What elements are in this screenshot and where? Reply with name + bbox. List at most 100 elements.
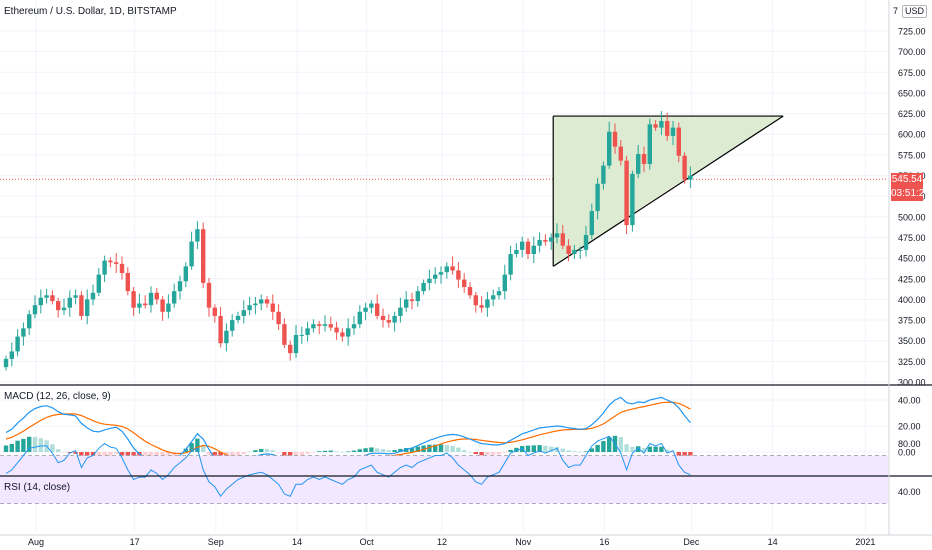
rsi-tick-label: 40.00 [898,487,921,497]
macd-histogram-bar [67,452,72,454]
time-tick-label: Oct [360,537,375,547]
candle-body [496,291,502,296]
candle-body [346,328,351,337]
macd-histogram-bar [299,452,304,457]
candle-body [206,282,212,308]
price-tick-label: 375.00 [898,316,926,326]
candle-body [85,299,90,316]
macd-histogram-bar [270,450,275,452]
candle-body [409,299,415,302]
candle-body [288,344,293,354]
macd-histogram-bar [259,449,264,452]
rsi-title[interactable]: RSI (14, close) [4,482,70,493]
candle-body [311,324,316,329]
candle-body [15,336,20,352]
time-tick-label: Dec [683,537,700,547]
candle-body [230,320,235,331]
macd-histogram-bar [172,452,177,458]
price-tick-label: 475.00 [898,233,926,243]
candle-body [421,282,426,292]
time-tick-label: Nov [515,537,532,547]
macd-histogram-bar [108,452,113,456]
macd-title[interactable]: MACD (12, 26, close, 9) [4,391,111,402]
price-tick-label: 350.00 [898,336,926,346]
last-price-label: 545.54 [891,173,923,187]
candle-body [665,121,670,136]
candle-body [363,307,368,312]
triangle-support-edge[interactable] [552,115,784,267]
macd-histogram-bar [508,449,513,452]
price-tick-label: 300.00 [898,378,926,388]
macd-histogram-bar [624,444,629,452]
axis-top-mark: 7 [893,6,899,16]
candle-body [583,234,589,250]
candle-body [253,303,258,306]
macd-histogram-bar [653,446,658,452]
candle-body [293,334,299,354]
candle-body [195,229,200,242]
candle-body [108,260,113,263]
candle-body [636,154,641,174]
time-tick-label: 14 [768,537,778,547]
candle-body [618,146,623,161]
time-tick-label: 16 [599,537,609,547]
macd-histogram-bar [375,448,380,452]
candle-body [543,239,548,242]
candle-body [114,262,119,264]
candle-body [438,272,444,275]
candle-body [572,249,577,254]
price-tick-label: 575.00 [898,150,926,160]
macd-histogram-bar [386,450,391,452]
macd-histogram-bar [346,451,351,453]
macd-histogram-bar [73,452,78,454]
rsi-pane [0,435,888,504]
candle-body [375,303,380,316]
candle-body [212,307,217,316]
currency-button[interactable]: USD [902,5,928,18]
macd-histogram-bar [641,447,647,452]
symbol-title[interactable]: Ethereum / U.S. Dollar, 1D, BITSTAMP [4,6,177,17]
pane-separators[interactable] [0,0,932,536]
candle-body [682,155,687,180]
candle-body [601,165,606,184]
candle-body [398,307,403,316]
candle-body [549,237,554,242]
candle-body [125,272,130,292]
candle-body [491,295,496,300]
time-axis[interactable]: Aug17Sep14Oct12Nov16Dec14202118 [28,537,932,547]
macd-histogram-bar [485,452,490,456]
candle-body [531,245,536,254]
macd-histogram-bar [659,446,664,452]
macd-histogram-bar [328,450,333,452]
macd-histogram-bar [253,450,258,452]
time-tick-label: Sep [208,537,224,547]
macd-histogram-bar [264,449,270,452]
time-tick-label: 17 [130,537,140,547]
macd-histogram-bar [340,452,345,453]
candle-body [305,328,310,335]
bar-countdown-label: 03:51:25 [891,187,930,201]
price-tick-label: 325.00 [898,357,926,367]
candle-body [676,127,681,156]
macd-histogram-bar [201,445,206,452]
candle-body [67,297,72,308]
candle-body [485,299,490,308]
candle-body [357,311,362,325]
macd-histogram-bar [282,452,287,456]
price-tick-label: 450.00 [898,254,926,264]
candle-body [218,315,223,344]
macd-histogram-bar [589,448,594,452]
candle-body [50,295,55,302]
macd-histogram-bar [21,438,26,452]
time-tick-label: Aug [28,537,44,547]
candle-body [282,324,287,345]
macd-histogram-bar [543,445,548,452]
macd-histogram-bar [409,447,415,452]
macd-histogram-bar [618,437,623,452]
macd-histogram-bar [676,452,681,457]
macd-histogram-bar [102,452,107,458]
candle-body [380,315,386,321]
price-tick-label: 500.00 [898,212,926,222]
candle-body [653,124,658,128]
